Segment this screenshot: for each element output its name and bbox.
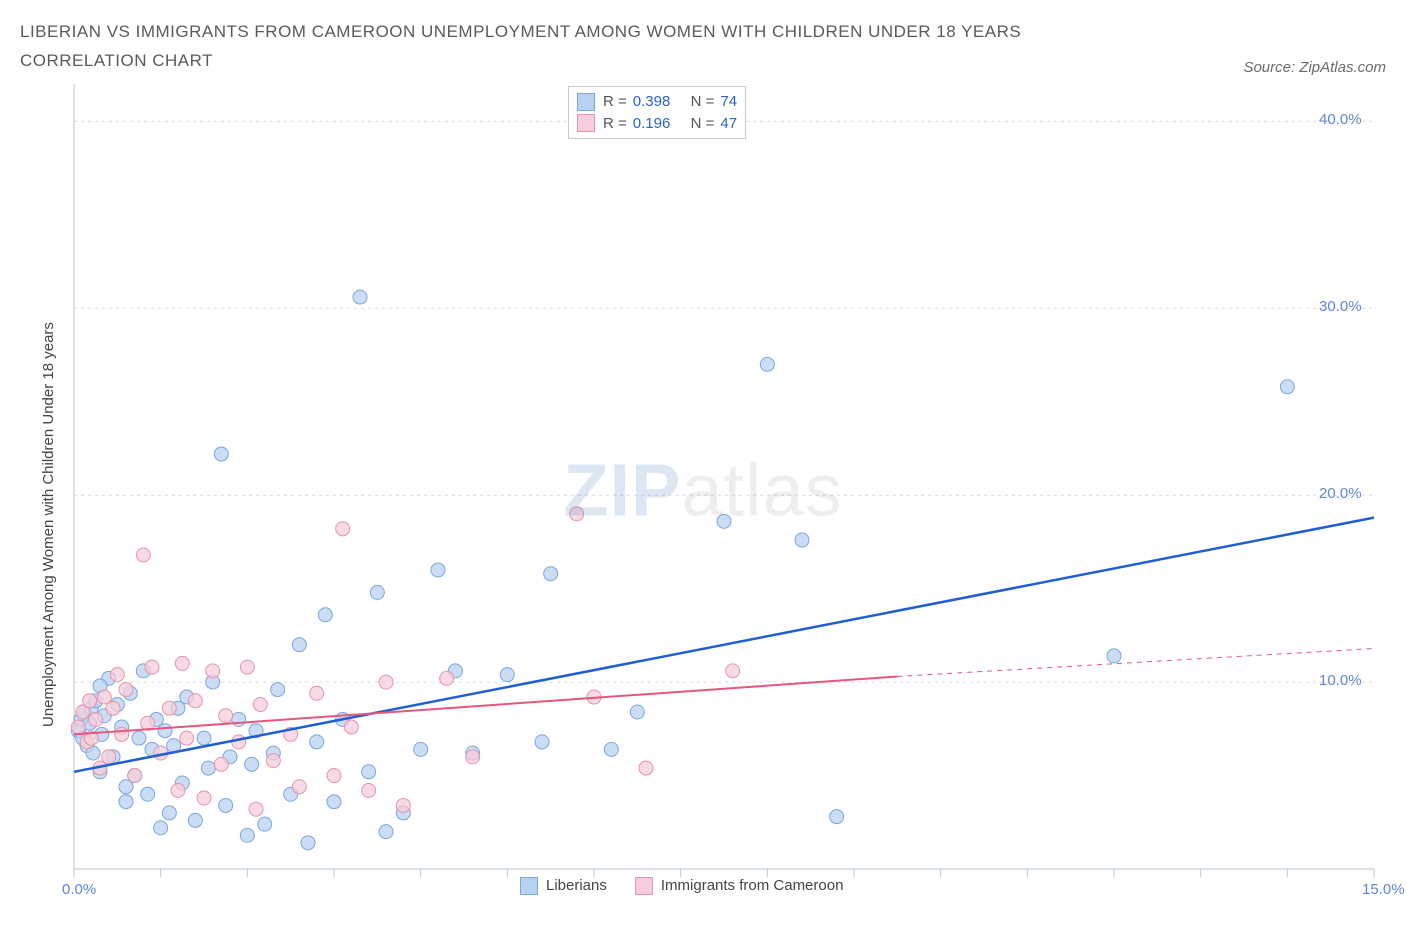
n-label: N =: [691, 113, 715, 135]
legend-label: Liberians: [546, 877, 607, 894]
y-tick-label: 20.0%: [1319, 485, 1362, 502]
legend-item: Liberians: [520, 877, 607, 895]
legend: Liberians Immigrants from Cameroon: [520, 877, 843, 895]
legend-item: Immigrants from Cameroon: [635, 877, 844, 895]
stats-row: R = 0.398 N = 74: [577, 91, 737, 113]
stats-box: R = 0.398 N = 74R = 0.196 N = 47: [568, 86, 746, 140]
n-label: N =: [691, 91, 715, 113]
y-tick-label: 10.0%: [1319, 672, 1362, 689]
chart-title: LIBERIAN VS IMMIGRANTS FROM CAMEROON UNE…: [20, 18, 1120, 76]
legend-label: Immigrants from Cameroon: [661, 877, 844, 894]
x-tick-label: 15.0%: [1362, 881, 1405, 898]
stats-row: R = 0.196 N = 47: [577, 113, 737, 135]
n-value: 47: [720, 113, 737, 135]
y-tick-label: 40.0%: [1319, 111, 1362, 128]
r-value: 0.196: [633, 113, 671, 135]
scatter-chart: [20, 84, 1384, 905]
y-axis-label: Unemployment Among Women with Children U…: [40, 323, 57, 728]
legend-swatch: [520, 877, 538, 895]
legend-swatch: [635, 877, 653, 895]
source-label: Source: ZipAtlas.com: [1243, 59, 1386, 76]
r-label: R =: [603, 91, 627, 113]
r-value: 0.398: [633, 91, 671, 113]
series-swatch: [577, 93, 595, 111]
chart-area: ZIPatlas R = 0.398 N = 74R = 0.196 N = 4…: [20, 84, 1386, 905]
r-label: R =: [603, 113, 627, 135]
y-tick-label: 30.0%: [1319, 298, 1362, 315]
n-value: 74: [720, 91, 737, 113]
x-tick-label: 0.0%: [62, 881, 96, 898]
series-swatch: [577, 114, 595, 132]
